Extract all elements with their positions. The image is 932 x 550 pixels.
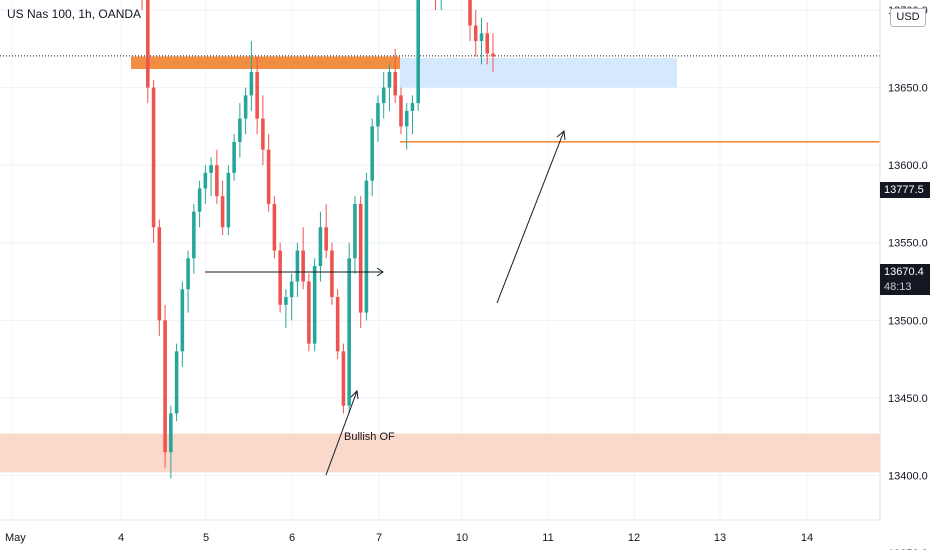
candle-body xyxy=(272,203,277,251)
zone-layer xyxy=(0,56,880,473)
price-tick-label: 13450.0 xyxy=(888,393,928,405)
symbol-title: US Nas 100, 1h, OANDA xyxy=(7,7,142,21)
price-tick-label: 13550.0 xyxy=(888,238,928,250)
candle-body xyxy=(163,320,167,453)
candle-body xyxy=(468,0,472,26)
candle-body xyxy=(485,33,490,54)
candle-body xyxy=(404,110,409,127)
time-tick-label: 4 xyxy=(118,532,124,544)
candle-body xyxy=(255,72,259,119)
candle-body xyxy=(312,266,317,344)
price-tick-label: 13650.0 xyxy=(888,83,928,95)
current-price-label: 13670.4 xyxy=(884,266,924,278)
candle-body xyxy=(416,0,420,104)
candle-body xyxy=(261,118,265,150)
bullish-of-label: Bullish OF xyxy=(344,431,395,443)
candle-body xyxy=(393,72,397,96)
candle-body xyxy=(381,87,386,104)
candle-body xyxy=(335,297,340,352)
candle-body xyxy=(376,103,380,127)
price-tick-label: 13500.0 xyxy=(888,315,928,327)
drawing-layer: Bullish OF xyxy=(0,0,881,521)
candle-body xyxy=(192,211,196,259)
currency-button[interactable]: USD xyxy=(890,8,926,27)
candle-body xyxy=(226,172,231,228)
candle-body xyxy=(209,165,213,173)
candle-body xyxy=(186,258,190,290)
candle-body xyxy=(169,413,173,453)
candle-body xyxy=(479,33,484,42)
candle-body xyxy=(284,297,288,305)
candle-body xyxy=(353,203,357,259)
level-layer xyxy=(0,55,880,143)
orange-zone xyxy=(131,56,400,69)
time-tick-label: 10 xyxy=(456,532,468,544)
bullish-of-arrow-head xyxy=(350,389,359,400)
candle-body xyxy=(151,87,156,228)
candle-body xyxy=(347,258,351,406)
projection-arrow-head xyxy=(556,130,566,141)
time-tick-label: 14 xyxy=(801,532,813,544)
candle-body xyxy=(387,72,392,88)
price-tick-label: 13350.0 xyxy=(888,548,928,550)
candle-body xyxy=(146,0,150,88)
bar-countdown-label: 48:13 xyxy=(884,281,912,293)
candle-body xyxy=(301,250,305,282)
bullish-of-arrow xyxy=(325,390,358,476)
price-tick-label: 13400.0 xyxy=(888,471,928,483)
candle-body xyxy=(197,188,202,212)
candle-body xyxy=(358,203,363,313)
candle-body xyxy=(364,180,369,313)
candle-body xyxy=(324,227,328,251)
candle-body xyxy=(243,95,248,119)
candle-body xyxy=(370,126,374,181)
orange-zone xyxy=(0,433,880,473)
candle-body xyxy=(232,141,236,173)
candle-body xyxy=(399,95,403,127)
candle-body xyxy=(473,25,478,42)
projection-arrow xyxy=(496,130,565,304)
time-tick-label: 7 xyxy=(376,532,382,544)
candle-body xyxy=(410,103,415,111)
candle-body xyxy=(307,281,311,344)
candle-body xyxy=(341,351,346,406)
candle-body xyxy=(278,250,282,305)
time-tick-label: 13 xyxy=(714,532,726,544)
candle-body xyxy=(220,196,225,228)
blue-zone xyxy=(400,58,677,88)
current-price-tag: 13670.4 48:13 xyxy=(880,264,930,295)
candle-body xyxy=(249,72,254,96)
time-tick-label: May xyxy=(5,532,26,544)
candle-body xyxy=(180,289,185,352)
grid-layer xyxy=(0,0,880,520)
candle-body xyxy=(289,281,294,298)
time-tick-label: 6 xyxy=(289,532,295,544)
time-tick-label: 5 xyxy=(203,532,209,544)
candle-body xyxy=(215,165,219,197)
level-price-tag: 13777.5 xyxy=(880,182,930,198)
time-tick-label: 12 xyxy=(628,532,640,544)
candle-body xyxy=(318,227,323,267)
swing-high-arrow-head xyxy=(376,267,384,277)
time-axis[interactable]: May 4 5 6 7 10 11 12 13 14 xyxy=(5,532,813,544)
price-tick-label: 13600.0 xyxy=(888,160,928,172)
candle-layer xyxy=(141,0,495,479)
candle-body xyxy=(157,227,162,321)
candle-body xyxy=(203,172,208,189)
time-tick-label: 11 xyxy=(542,532,553,544)
candle-body xyxy=(491,53,495,57)
candle-body xyxy=(174,351,179,414)
candle-body xyxy=(330,250,334,298)
candle-body xyxy=(238,118,242,142)
candle-body xyxy=(266,149,271,204)
candle-body xyxy=(295,250,300,282)
